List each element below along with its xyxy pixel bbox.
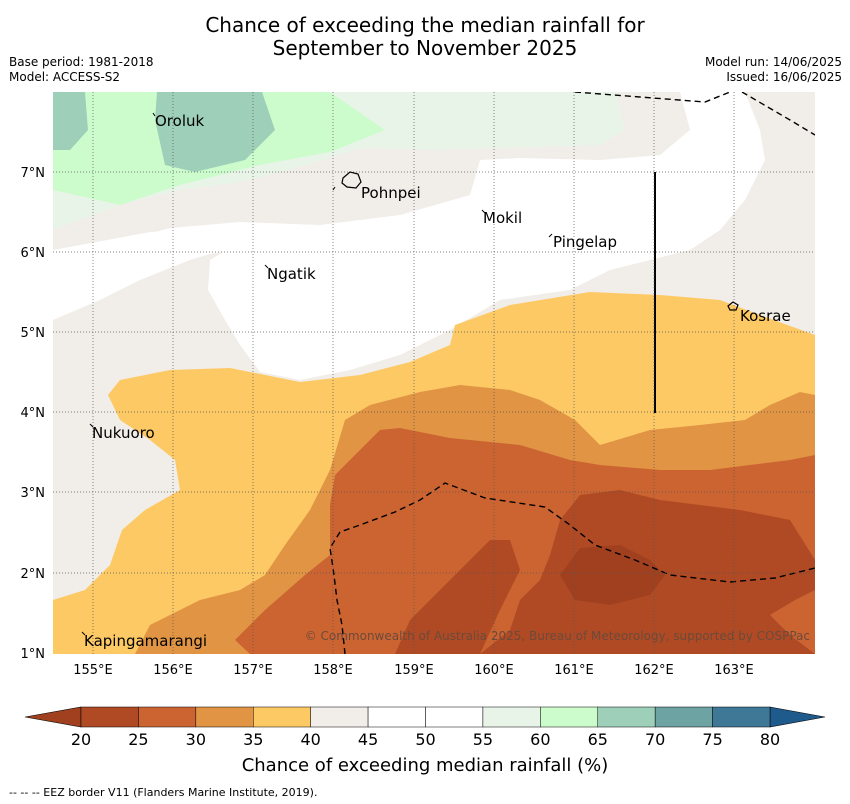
lon-tick: 163°E <box>714 663 754 678</box>
meta-left: Base period: 1981-2018 Model: ACCESS-S2 <box>9 55 154 85</box>
colorbar-tick: 50 <box>415 730 435 749</box>
label-nukuoro: Nukuoro <box>92 424 155 442</box>
lon-tick: 162°E <box>634 663 674 678</box>
eez-border-north <box>574 92 815 136</box>
copyright-text: © Commonwealth of Australia 2025, Bureau… <box>305 629 810 643</box>
colorbar-tick: 80 <box>760 730 780 749</box>
lat-tick: 2°N <box>21 567 46 582</box>
colorbar-tick: 40 <box>300 730 320 749</box>
colorbar-segments <box>80 706 771 728</box>
colorbar-label: Chance of exceeding median rainfall (%) <box>241 755 609 776</box>
colorbar-tick: 45 <box>358 730 378 749</box>
colorbar-tick: 35 <box>243 730 263 749</box>
zone-45-55-band <box>53 92 765 380</box>
zone-under-20 <box>560 545 665 605</box>
colorbar-tick: 65 <box>588 730 608 749</box>
colorbar-segment <box>138 706 197 728</box>
lat-tick: 5°N <box>21 326 46 341</box>
issued-text: Issued: 16/06/2025 <box>726 70 842 84</box>
lon-tick: 156°E <box>153 663 193 678</box>
colorbar-tick: 55 <box>473 730 493 749</box>
colorbar-segment <box>253 706 311 728</box>
lon-tick-labels: 155°E 156°E 157°E 158°E 159°E 160°E 161°… <box>73 663 754 678</box>
title-line-1: Chance of exceeding the median rainfall … <box>205 13 645 37</box>
pohnpei-outline <box>341 171 362 189</box>
lon-tick: 155°E <box>73 663 113 678</box>
colorbar-segment <box>80 706 139 728</box>
colorbar: 20 25 30 35 40 45 50 55 60 65 70 75 80 <box>24 706 826 749</box>
colorbar-tick-labels: 20 25 30 35 40 45 50 55 60 65 70 75 80 <box>71 730 780 749</box>
eez-border-south <box>329 482 815 654</box>
base-period-text: Base period: 1981-2018 <box>9 55 154 69</box>
label-pingelap: Pingelap <box>553 233 617 251</box>
colorbar-segment <box>597 706 656 728</box>
model-text: Model: ACCESS-S2 <box>9 70 121 84</box>
colorbar-tick: 70 <box>645 730 665 749</box>
zone-65-70-west <box>53 92 88 150</box>
label-mokil: Mokil <box>483 209 522 227</box>
colorbar-under-arrow <box>24 706 82 728</box>
colorbar-segment <box>654 706 713 728</box>
colorbar-tick: 60 <box>530 730 550 749</box>
label-ngatik: Ngatik <box>267 265 316 283</box>
lat-tick: 3°N <box>21 486 46 501</box>
lon-tick: 160°E <box>474 663 514 678</box>
rainfall-contours <box>53 92 815 654</box>
colorbar-segment <box>540 706 598 728</box>
colorbar-segment <box>712 706 771 728</box>
zone-65-70 <box>155 92 275 172</box>
lat-tick: 7°N <box>21 166 46 181</box>
colorbar-tick: 25 <box>128 730 148 749</box>
title-line-2: September to November 2025 <box>272 36 578 60</box>
label-kapingamarangi: Kapingamarangi <box>84 632 207 650</box>
label-oroluk: Oroluk <box>155 112 204 130</box>
colorbar-tick: 20 <box>71 730 91 749</box>
colorbar-over-arrow <box>769 706 826 728</box>
colorbar-segment <box>425 706 484 728</box>
colorbar-segment <box>482 706 541 728</box>
lon-tick: 158°E <box>313 663 353 678</box>
colorbar-tick: 30 <box>186 730 206 749</box>
label-pohnpei: Pohnpei <box>361 184 421 202</box>
map-title: Chance of exceeding the median rainfall … <box>0 14 850 60</box>
colorbar-segment <box>195 706 254 728</box>
zone-20-25-west <box>395 540 520 654</box>
lon-tick: 161°E <box>554 663 594 678</box>
colorbar-segment <box>367 706 426 728</box>
colorbar-segment <box>310 706 369 728</box>
colorbar-tick: 75 <box>702 730 722 749</box>
graticule <box>53 92 815 654</box>
meta-right: Model run: 14/06/2025 Issued: 16/06/2025 <box>705 55 842 85</box>
lat-tick-labels: 7°N 6°N 5°N 4°N 3°N 2°N 1°N <box>21 166 46 662</box>
eez-footnote: -- -- -- EEZ border V11 (Flanders Marine… <box>9 786 318 799</box>
lat-tick: 1°N <box>21 647 46 662</box>
lat-tick: 4°N <box>21 406 46 421</box>
kosrae-outline <box>727 301 739 311</box>
lon-tick: 159°E <box>394 663 434 678</box>
label-kosrae: Kosrae <box>740 307 791 325</box>
atoll-marks <box>81 112 553 636</box>
lat-tick: 6°N <box>21 246 46 261</box>
zone-45-55-band-west <box>53 228 415 315</box>
model-run-text: Model run: 14/06/2025 <box>704 55 842 69</box>
lon-tick: 157°E <box>233 663 273 678</box>
